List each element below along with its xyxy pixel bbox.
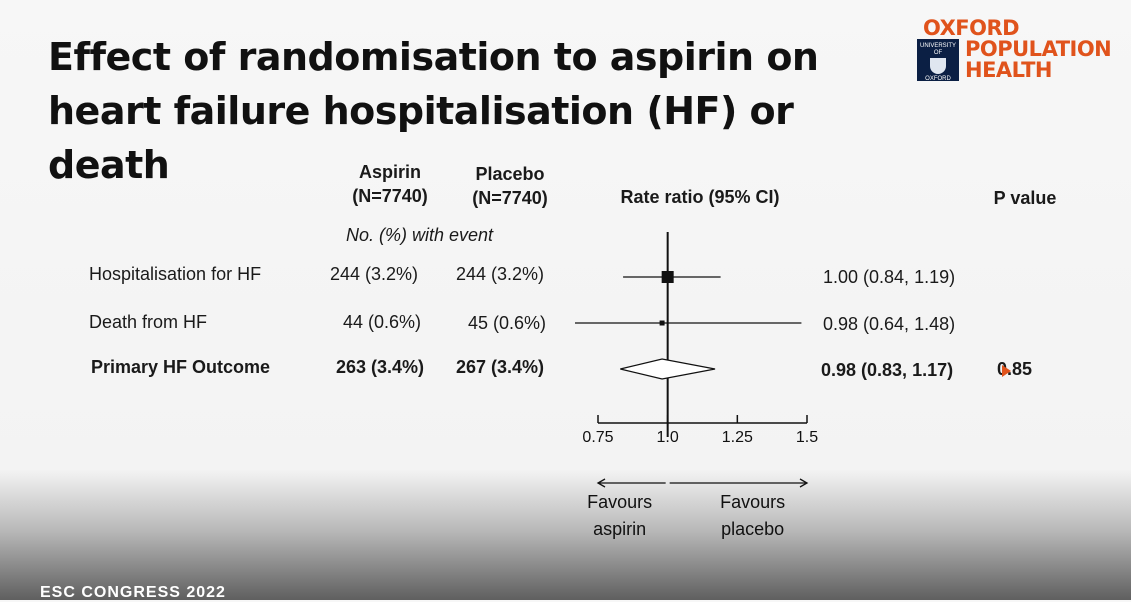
- row-label-death: Death from HF: [89, 312, 208, 332]
- slide-title: Effect of randomisation to aspirin on he…: [48, 35, 819, 187]
- x-tick-label: 0.75: [582, 429, 613, 446]
- point-estimate: [659, 320, 665, 326]
- rate-ratio-header: Rate ratio (95% CI): [620, 187, 780, 207]
- shield-icon: [930, 58, 946, 74]
- row-placebo-primary: 267 (3.4%): [456, 357, 545, 377]
- aspirin-column-header: Aspirin (N=7740): [335, 160, 445, 208]
- row-ci-death: 0.98 (0.64, 1.48): [823, 314, 956, 334]
- row-label-primary: Primary HF Outcome: [91, 357, 271, 377]
- crest-top-text: UNIVERSITY OF: [919, 43, 956, 56]
- university-crest-icon: UNIVERSITY OF OXFORD: [917, 39, 959, 82]
- placebo-column-header: Placebo (N=7740): [455, 162, 565, 210]
- placebo-header-n: (N=7740): [472, 188, 548, 208]
- favours-placebo-label: placebo: [721, 519, 784, 539]
- x-tick-label: 1.0: [657, 429, 679, 446]
- row-ci-hospitalisation: 1.00 (0.84, 1.19): [823, 267, 956, 287]
- events-subheader: No. (%) with event: [346, 225, 494, 245]
- congress-footer: ESC CONGRESS 2022: [40, 584, 226, 601]
- favours-aspirin-label: Favours: [587, 492, 652, 512]
- point-estimate: [661, 271, 674, 283]
- row-placebo-hospitalisation: 244 (3.2%): [456, 264, 545, 284]
- aspirin-header-n: (N=7740): [352, 186, 428, 206]
- row-ci-primary: 0.98 (0.83, 1.17): [821, 360, 954, 380]
- arrow-right-icon: [799, 478, 809, 488]
- row-label-hospitalisation: Hospitalisation for HF: [89, 264, 262, 284]
- row-aspirin-hospitalisation: 244 (3.2%): [330, 264, 419, 284]
- placebo-header-label: Placebo: [475, 164, 545, 184]
- favours-aspirin-label: aspirin: [593, 519, 646, 539]
- row-aspirin-death: 44 (0.6%): [343, 312, 422, 332]
- favours-placebo-label: Favours: [720, 492, 785, 512]
- row-placebo-death: 45 (0.6%): [468, 313, 547, 333]
- pointer-cursor-icon: [1002, 365, 1011, 377]
- x-tick-label: 1.5: [796, 429, 818, 446]
- forest-plot: 0.75 1.0 1.25 1.5 Favours aspirin Favours place…: [575, 232, 818, 539]
- logo-line-1: OXFORD: [923, 16, 1020, 40]
- x-tick-label: 1.25: [722, 429, 753, 446]
- p-value-header: P value: [993, 188, 1057, 208]
- logo-line-2: POPULATION: [965, 37, 1112, 61]
- summary-diamond: [620, 358, 716, 380]
- oxford-population-health-logo: OXFORD UNIVERSITY OF OXFORD POPULATION H…: [917, 17, 1125, 85]
- aspirin-header-label: Aspirin: [358, 162, 421, 182]
- crest-bottom-text: OXFORD: [925, 76, 951, 82]
- logo-line-3: HEALTH: [965, 58, 1052, 82]
- row-aspirin-primary: 263 (3.4%): [336, 357, 425, 377]
- arrow-left-icon: [596, 478, 606, 488]
